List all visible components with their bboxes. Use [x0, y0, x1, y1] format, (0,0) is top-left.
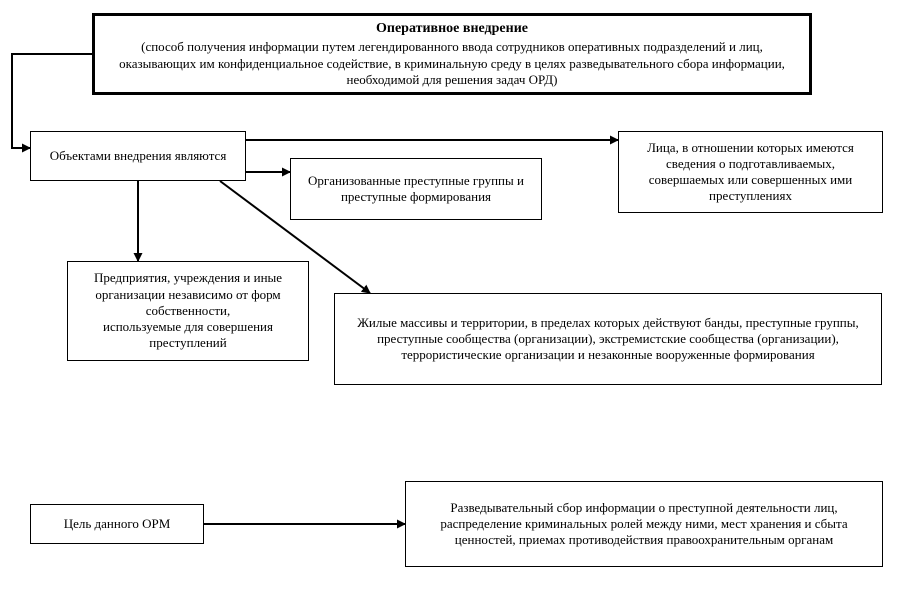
node-territories: Жилые массивы и территории, в пределах к…	[334, 293, 882, 385]
node-groups-text: Организованные преступные группы и прест…	[301, 173, 531, 206]
node-persons: Лица, в отношении которых имеются сведен…	[618, 131, 883, 213]
node-goal-label-text: Цель данного ОРМ	[64, 516, 171, 532]
node-objects: Объектами внедрения являются	[30, 131, 246, 181]
node-goal-text-text: Разведывательный сбор информации о прест…	[416, 500, 872, 549]
node-enterprises: Предприятия, учреждения и иные организац…	[67, 261, 309, 361]
node-main: Оперативное внедрение (способ получения …	[92, 13, 812, 95]
node-persons-text: Лица, в отношении которых имеются сведен…	[629, 140, 872, 205]
node-goal-text: Разведывательный сбор информации о прест…	[405, 481, 883, 567]
node-groups: Организованные преступные группы и прест…	[290, 158, 542, 220]
node-territories-text: Жилые массивы и территории, в пределах к…	[345, 315, 871, 364]
node-main-text: (способ получения информации путем леген…	[105, 39, 799, 88]
node-enterprises-text: Предприятия, учреждения и иные организац…	[78, 270, 298, 351]
node-goal-label: Цель данного ОРМ	[30, 504, 204, 544]
node-objects-text: Объектами внедрения являются	[50, 148, 227, 164]
node-main-title: Оперативное внедрение	[376, 20, 528, 38]
